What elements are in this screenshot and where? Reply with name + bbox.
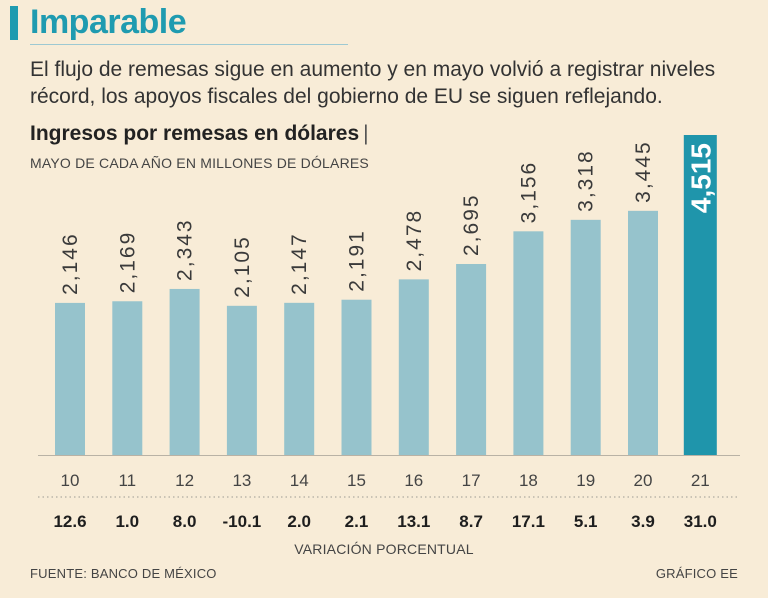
variation-value-15: 2.1 <box>345 512 369 531</box>
year-label-14: 14 <box>290 471 309 490</box>
variation-value-17: 8.7 <box>459 512 483 531</box>
variation-value-11: 1.0 <box>115 512 139 531</box>
year-label-13: 13 <box>232 471 251 490</box>
year-label-15: 15 <box>347 471 366 490</box>
value-label-19: 3,318 <box>575 149 598 212</box>
year-label-19: 19 <box>576 471 595 490</box>
year-label-18: 18 <box>519 471 538 490</box>
bar-18 <box>513 231 544 455</box>
bar-10 <box>55 302 85 455</box>
subtitle: El flujo de remesas sigue en aumento y e… <box>30 58 716 108</box>
bar-19 <box>570 219 601 455</box>
variation-value-16: 13.1 <box>397 512 430 531</box>
year-label-11: 11 <box>118 471 136 490</box>
chart-title-text: Ingresos por remesas en dólares <box>30 122 360 145</box>
variation-value-18: 17.1 <box>512 512 545 531</box>
value-label-18: 3,156 <box>517 161 540 224</box>
bar-14 <box>284 302 315 455</box>
year-label-21: 21 <box>691 471 710 490</box>
bar-16 <box>398 279 429 455</box>
variation-value-20: 3.9 <box>631 512 655 531</box>
headline-accent-bar <box>10 6 18 40</box>
year-label-17: 17 <box>462 471 481 490</box>
value-label-17: 2,695 <box>460 193 483 256</box>
variation-value-10: 12.6 <box>53 512 86 531</box>
chart-title: Ingresos por remesas en dólares | <box>30 122 369 146</box>
value-label-11: 2,169 <box>116 231 139 294</box>
bar-15 <box>341 299 372 455</box>
bar-17 <box>456 263 487 455</box>
chart-subtitle: MAYO DE CADA AÑO EN MILLONES DE DÓLARES <box>30 155 369 171</box>
value-label-14: 2,147 <box>288 232 311 295</box>
headline: Imparable <box>30 3 187 41</box>
bar-13 <box>226 305 257 455</box>
value-label-12: 2,343 <box>174 218 197 281</box>
value-label-16: 2,478 <box>403 209 426 272</box>
year-label-16: 16 <box>404 471 423 490</box>
bar-12 <box>169 288 200 455</box>
bar-11 <box>112 301 143 455</box>
year-label-20: 20 <box>634 471 653 490</box>
variation-value-12: 8.0 <box>173 512 197 531</box>
year-label-12: 12 <box>175 471 194 490</box>
variation-value-13: -10.1 <box>223 512 262 531</box>
variation-caption: VARIACIÓN PORCENTUAL <box>294 541 474 557</box>
year-label-10: 10 <box>61 471 80 490</box>
value-label-10: 2,146 <box>59 232 82 295</box>
graphic-credit: GRÁFICO EE <box>655 566 738 581</box>
value-label-15: 2,191 <box>346 229 369 292</box>
source-note: FUENTE: BANCO DE MÉXICO <box>30 566 217 581</box>
variation-value-19: 5.1 <box>574 512 598 531</box>
variation-value-14: 2.0 <box>287 512 311 531</box>
value-label-13: 2,105 <box>231 235 254 298</box>
headline-rule <box>30 44 348 45</box>
value-label-20: 3,445 <box>632 140 655 203</box>
variation-value-21: 31.0 <box>684 512 717 531</box>
chart-title-separator: | <box>363 122 369 145</box>
bar-20 <box>628 210 658 455</box>
bar-21 <box>683 135 717 455</box>
value-label-21: 4,515 <box>685 143 716 213</box>
